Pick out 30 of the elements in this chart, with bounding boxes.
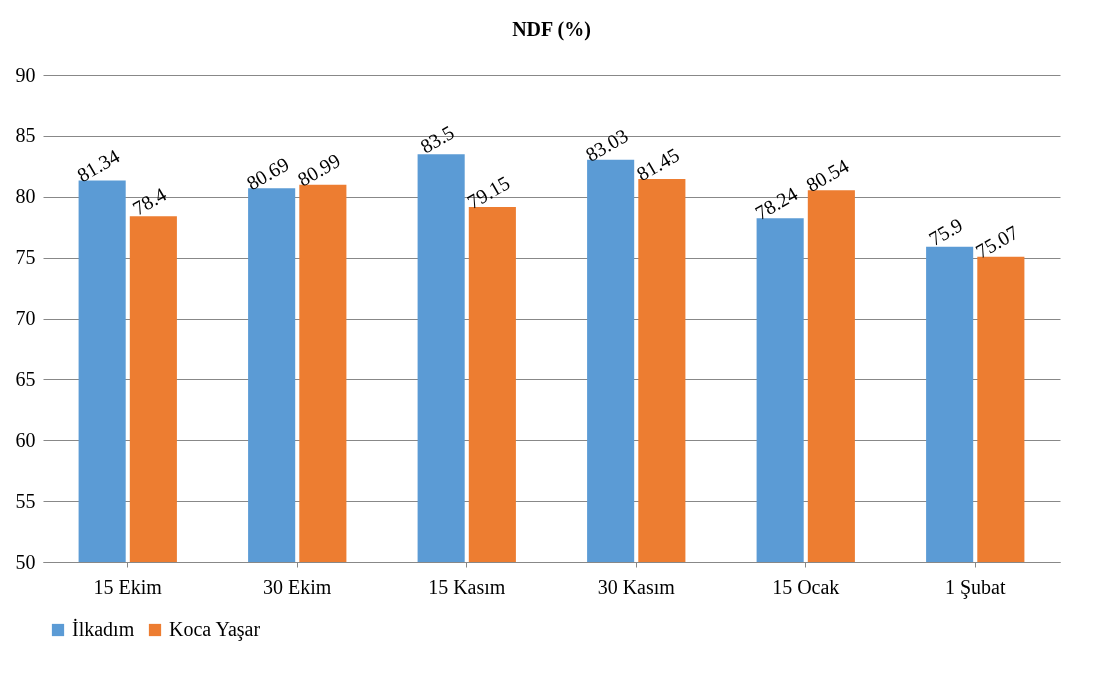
data-label: 80.54 — [802, 154, 853, 196]
legend-label: Koca Yaşar — [169, 618, 261, 641]
data-label: 75.07 — [971, 221, 1022, 263]
y-tick-label: 70 — [15, 307, 36, 329]
legend-label: İlkadım — [72, 618, 135, 640]
x-tick-label: 15 Ocak — [772, 575, 840, 598]
data-label: 83.5 — [416, 120, 458, 158]
x-tick-label: 15 Kasım — [428, 575, 506, 598]
data-label: 80.69 — [242, 152, 293, 195]
data-label: 81.34 — [73, 144, 124, 187]
y-tick-label: 90 — [15, 63, 36, 86]
x-tick-label: 30 Ekim — [263, 575, 332, 598]
y-tick-label: 65 — [15, 367, 36, 390]
data-label: 80.99 — [293, 148, 344, 191]
data-label: 78.24 — [751, 182, 802, 224]
y-tick-label: 55 — [15, 489, 36, 512]
y-tick-label: 85 — [15, 124, 36, 147]
data-label: 79.15 — [463, 171, 514, 213]
y-tick-label: 50 — [15, 550, 36, 573]
data-label: 83.03 — [581, 124, 632, 166]
x-tick-label: 15 Ekim — [93, 575, 163, 598]
x-tick-label: 30 Kasım — [597, 575, 676, 598]
y-tick-label: 80 — [15, 185, 36, 208]
data-label: 81.45 — [632, 143, 683, 185]
data-label: 75.9 — [924, 213, 967, 250]
y-tick-label: 60 — [15, 428, 36, 451]
chart-title: NDF (%) — [512, 18, 591, 41]
x-tick-label: 1 Şubat — [944, 575, 1006, 599]
data-label: 78.4 — [128, 182, 170, 220]
y-tick-label: 75 — [15, 246, 36, 269]
